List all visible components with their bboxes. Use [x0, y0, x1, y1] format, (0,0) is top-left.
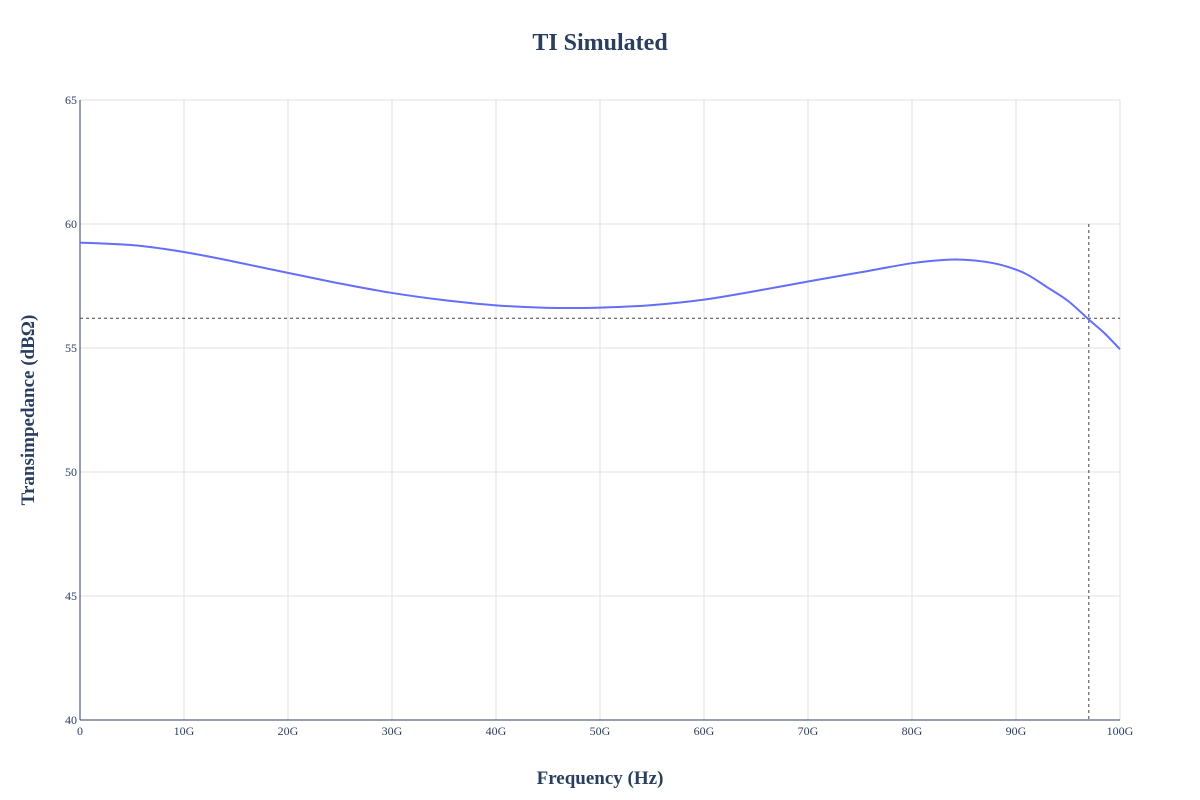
x-tick-label: 10G — [174, 724, 195, 738]
x-tick-label: 50G — [590, 724, 611, 738]
x-tick-label: 40G — [486, 724, 507, 738]
y-tick-label: 55 — [65, 341, 77, 355]
series — [79, 241, 1121, 350]
y-tick-label: 65 — [65, 93, 77, 107]
axes — [79, 100, 1120, 721]
x-tick-label: 0 — [77, 724, 83, 738]
grid — [80, 99, 1121, 720]
y-tick-label: 45 — [65, 589, 77, 603]
y-axis-title: Transimpedance (dBΩ) — [18, 315, 39, 506]
x-tick-label: 20G — [278, 724, 299, 738]
series-line — [79, 241, 1121, 350]
x-tick-label: 30G — [382, 724, 403, 738]
y-tick-label: 50 — [65, 465, 77, 479]
chart-title: TI Simulated — [532, 30, 668, 56]
x-tick-label: 60G — [694, 724, 715, 738]
y-tick-label: 60 — [65, 217, 77, 231]
x-tick-label: 100G — [1107, 724, 1134, 738]
y-tick-label: 40 — [65, 713, 77, 727]
x-tick-label: 90G — [1006, 724, 1027, 738]
x-axis-title: Frequency (Hz) — [537, 768, 664, 789]
reference-lines — [80, 224, 1120, 720]
tick-labels: 0 10G 20G 30G 40G 50G 60G 70G 80G 90G 100G 40 45 50 55… — [65, 93, 1134, 738]
x-tick-label: 80G — [902, 724, 923, 738]
x-tick-label: 70G — [798, 724, 819, 738]
